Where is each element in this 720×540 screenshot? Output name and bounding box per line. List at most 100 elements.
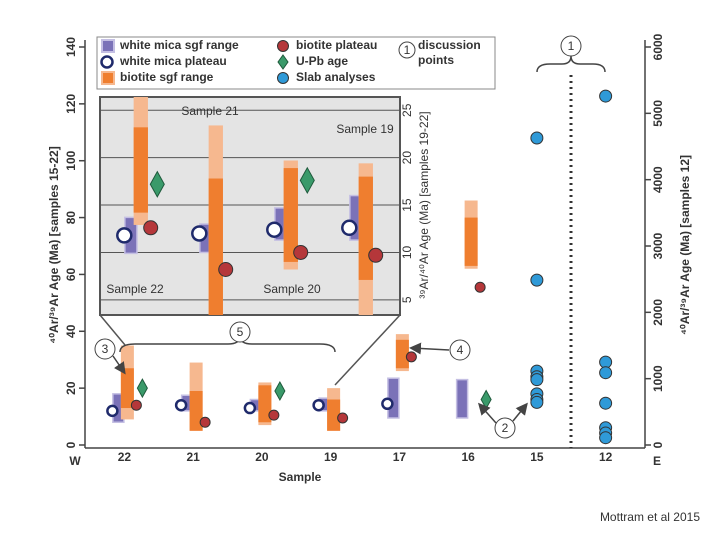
circle-marker [530, 131, 544, 145]
circle-marker [293, 244, 309, 260]
y2-tick-label: 2000 [651, 299, 665, 326]
circle-marker [368, 247, 384, 263]
x-tick-label: 19 [324, 450, 338, 464]
y-tick-label: 10 [400, 245, 414, 259]
diamond-marker [480, 389, 492, 410]
annotation-circle [398, 41, 416, 59]
y2-tick-label: 1000 [651, 365, 665, 392]
axes [84, 40, 646, 449]
y2-tick-label: 0 [651, 441, 665, 448]
open-circle-marker [174, 398, 188, 412]
y-tick-label: 80 [64, 211, 78, 225]
y-tick-label: 40 [64, 324, 78, 338]
circle-marker [599, 431, 613, 445]
legend-label: white mica plateau [119, 54, 227, 68]
annotation: 4 [457, 343, 464, 357]
annotation: 5 [237, 325, 244, 339]
open-circle-marker [266, 221, 283, 238]
y-tick-label: 5 [400, 296, 414, 303]
circle-marker [268, 409, 280, 421]
x-tick-label: 22 [118, 450, 132, 464]
circle-marker [530, 273, 544, 287]
inset-label: Sample 19 [336, 122, 394, 136]
circle-marker [599, 89, 613, 103]
inset-label: Sample 21 [181, 104, 239, 118]
x-tick-label: 16 [461, 450, 475, 464]
legend-swatch [100, 55, 114, 69]
legend-label: U-Pb age [296, 54, 348, 68]
annotations: 1 5 3 4 2 [94, 35, 606, 439]
open-circle-marker [116, 227, 133, 244]
legend-swatch [277, 72, 289, 84]
legend-swatch [101, 71, 115, 85]
range-bar-inner [358, 176, 373, 280]
inset-label: Sample 20 [263, 282, 321, 296]
open-circle-marker [243, 401, 257, 415]
y-tick-label: 60 [64, 267, 78, 281]
annotation: 1 [404, 43, 411, 57]
open-circle-marker [106, 404, 119, 418]
legend-swatch [101, 39, 115, 53]
y2-tick-label: 4000 [651, 166, 665, 193]
y2-axis-label: ⁴⁰Ar/³⁹Ar Age (Ma) [samples 12] [678, 155, 692, 335]
circle-marker [337, 412, 349, 424]
y-tick-label: 120 [64, 94, 78, 114]
y-tick-label: 100 [64, 150, 78, 170]
open-circle-marker [191, 225, 208, 242]
legend-label: white mica sgf range [119, 38, 239, 52]
y2-tick-label: 6000 [651, 33, 665, 60]
range-bar-inner [208, 178, 223, 315]
open-circle-marker [312, 398, 325, 412]
end-label: E [653, 454, 661, 468]
y-tick-label: 25 [400, 103, 414, 117]
circle-marker [143, 220, 159, 236]
legend-note: discussion points [418, 38, 481, 67]
range-bar-inner [464, 217, 478, 266]
inset-connector [99, 314, 126, 346]
circle-marker [405, 351, 417, 363]
legend-swatch [277, 40, 289, 52]
legend-swatch [277, 54, 289, 70]
legend-label: biotite sgf range [120, 70, 214, 84]
legend-box [96, 36, 496, 90]
diamond-marker [274, 380, 286, 402]
range-bar-inner [189, 390, 203, 431]
range-bar-inner [133, 127, 148, 213]
range-bar-inner [258, 385, 272, 423]
circle-marker [599, 396, 613, 410]
y2-tick-label: 3000 [651, 232, 665, 259]
y2-tick-label: 5000 [651, 100, 665, 127]
circle-marker [530, 395, 544, 409]
inset-plot [116, 97, 384, 315]
open-circle-marker [381, 397, 394, 411]
circle-marker [218, 262, 234, 278]
open-circle-marker [341, 219, 358, 237]
range-bar-inner [283, 168, 298, 262]
x-tick-label: 15 [530, 450, 544, 464]
circle-marker [130, 399, 142, 411]
x-tick-label: 12 [599, 450, 613, 464]
end-label: W [69, 454, 81, 468]
inset-label: Sample 22 [106, 282, 164, 296]
x-tick-label: 21 [186, 450, 200, 464]
inset-y-axis-label: ³⁹Ar/⁴⁰Ar Age (Ma) [samples 19-22] [417, 111, 431, 298]
diamond-marker [149, 170, 165, 198]
y-tick-label: 20 [400, 151, 414, 165]
diamond-marker [299, 166, 315, 195]
range-bar-inner [327, 399, 341, 431]
inset-connector [334, 314, 401, 386]
caption: Mottram et al 2015 [600, 510, 700, 524]
y-axis-label: ⁴⁰Ar/³⁹Ar Age (Ma) [samples 15-22] [47, 146, 61, 343]
annotation: 1 [568, 39, 575, 53]
circle-marker [599, 366, 613, 380]
x-tick-label: 20 [255, 450, 269, 464]
y-tick-label: 140 [64, 37, 78, 57]
legend-label: biotite plateau [296, 38, 377, 52]
y-tick-label: 0 [64, 441, 78, 448]
circle-marker [199, 416, 211, 428]
x-tick-label: 17 [393, 450, 407, 464]
circle-marker [530, 373, 544, 387]
y-tick-label: 15 [400, 198, 414, 212]
legend-note-text: discussion points [418, 38, 481, 67]
